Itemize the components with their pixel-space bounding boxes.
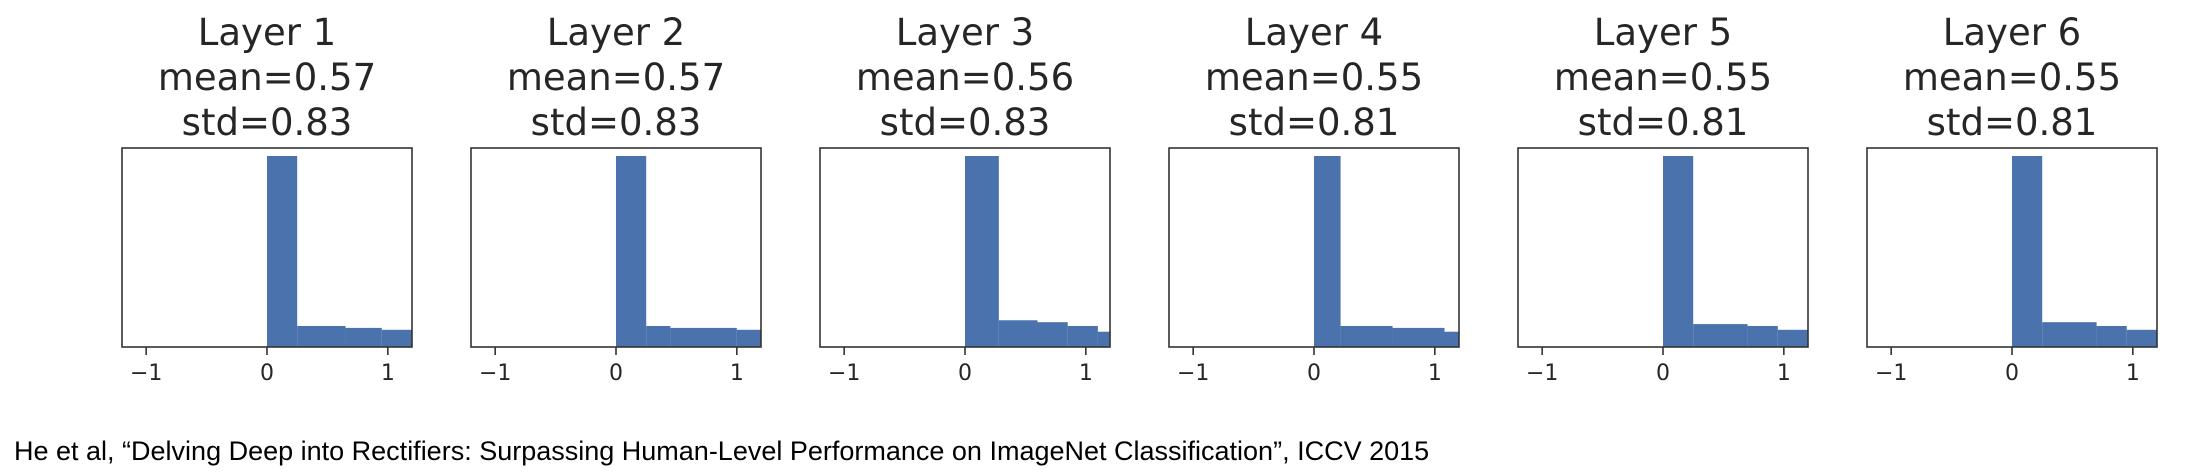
histogram-bar xyxy=(2096,325,2127,347)
x-tick-label: −1 xyxy=(828,361,860,386)
histogram-bar xyxy=(297,325,346,347)
x-tick-label: 1 xyxy=(381,361,395,386)
x-tick-label: 0 xyxy=(1656,361,1670,386)
histogram-bar xyxy=(1037,322,1068,347)
panel-title: Layer 4 xyxy=(1245,11,1383,54)
histogram-bar xyxy=(1097,331,1110,347)
panel-std-label: std=0.81 xyxy=(1927,101,2098,144)
x-tick-label: 0 xyxy=(958,361,972,386)
panel-std-label: std=0.81 xyxy=(1578,101,1749,144)
histogram-bar xyxy=(2126,329,2157,347)
panel-mean-label: mean=0.57 xyxy=(507,56,725,99)
x-tick-label: 1 xyxy=(1777,361,1791,386)
panel-title: Layer 3 xyxy=(896,11,1034,54)
panel-std-label: std=0.83 xyxy=(880,101,1051,144)
histogram-bar xyxy=(345,327,382,347)
histogram-bar xyxy=(267,156,298,347)
histogram-bar xyxy=(646,325,671,347)
x-tick-label: 1 xyxy=(1428,361,1442,386)
x-tick-label: 1 xyxy=(2126,361,2140,386)
histogram-bar xyxy=(670,327,737,347)
panel-std-label: std=0.83 xyxy=(531,101,702,144)
x-tick-label: −1 xyxy=(1526,361,1558,386)
x-tick-label: 0 xyxy=(260,361,274,386)
histogram-bar xyxy=(998,320,1038,347)
panel-mean-label: mean=0.55 xyxy=(1205,56,1423,99)
x-tick-label: −1 xyxy=(130,361,162,386)
citation-text: He et al, “Delving Deep into Rectifiers:… xyxy=(14,436,1430,466)
histogram-bar xyxy=(1340,325,1393,347)
histogram-bar xyxy=(1392,327,1445,347)
histogram-bar xyxy=(736,329,761,347)
panel-title: Layer 2 xyxy=(547,11,685,54)
x-tick-label: 0 xyxy=(2005,361,2019,386)
panel-title: Layer 5 xyxy=(1594,11,1732,54)
histogram-bar xyxy=(1067,325,1098,347)
panel-mean-label: mean=0.55 xyxy=(1554,56,1772,99)
x-tick-label: −1 xyxy=(1177,361,1209,386)
panel-mean-label: mean=0.57 xyxy=(158,56,376,99)
histogram-bar xyxy=(2012,156,2043,347)
histogram-bar xyxy=(1747,325,1778,347)
panel-title: Layer 6 xyxy=(1943,11,2081,54)
histogram-bar xyxy=(1314,156,1341,347)
panel-mean-label: mean=0.55 xyxy=(1903,56,2121,99)
panel-std-label: std=0.83 xyxy=(182,101,353,144)
histogram-bar xyxy=(616,156,647,347)
x-tick-label: 0 xyxy=(609,361,623,386)
histogram-bar xyxy=(965,156,999,347)
x-tick-label: −1 xyxy=(1875,361,1907,386)
histogram-bar xyxy=(381,329,412,347)
histogram-bar xyxy=(1777,329,1808,347)
panel-mean-label: mean=0.56 xyxy=(856,56,1074,99)
x-tick-label: −1 xyxy=(479,361,511,386)
panel-title: Layer 1 xyxy=(198,11,336,54)
histogram-bar xyxy=(1444,331,1459,347)
panel-std-label: std=0.81 xyxy=(1229,101,1400,144)
x-tick-label: 1 xyxy=(1079,361,1093,386)
x-tick-label: 0 xyxy=(1307,361,1321,386)
histogram-bar xyxy=(1693,324,1748,347)
x-tick-label: 1 xyxy=(730,361,744,386)
histogram-bar xyxy=(1663,156,1694,347)
histogram-bar xyxy=(2042,322,2097,347)
